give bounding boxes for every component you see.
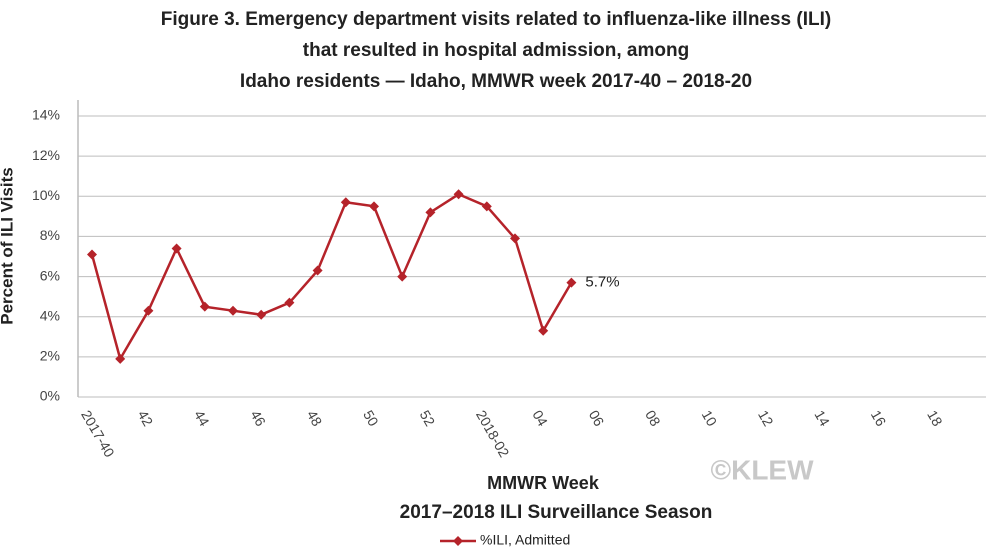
x-tick-label: 50 xyxy=(360,407,382,429)
x-axis-label: MMWR Week xyxy=(487,473,600,493)
y-tick-label: 12% xyxy=(32,147,60,163)
marker xyxy=(538,325,549,336)
x-tick-label: 04 xyxy=(529,407,551,429)
y-tick-label: 8% xyxy=(40,227,60,243)
x-tick-label: 46 xyxy=(247,407,269,429)
marker xyxy=(397,271,408,282)
chart-title: Idaho residents — Idaho, MMWR week 2017-… xyxy=(240,71,752,92)
y-tick-label: 6% xyxy=(40,267,60,283)
x-tick-label: 10 xyxy=(699,407,721,429)
marker xyxy=(87,249,97,260)
subtitle: 2017–2018 ILI Surveillance Season xyxy=(400,502,713,523)
marker xyxy=(510,233,520,244)
y-tick-label: 14% xyxy=(32,107,60,123)
x-tick-label: 06 xyxy=(586,407,608,429)
data-label: 5.7% xyxy=(585,274,619,291)
x-tick-label: 2017-40 xyxy=(78,407,118,460)
marker xyxy=(228,305,238,316)
x-tick-label: 08 xyxy=(642,407,664,429)
x-tick-label: 52 xyxy=(417,407,439,429)
marker xyxy=(340,197,351,208)
marker xyxy=(566,277,577,288)
marker xyxy=(284,297,295,308)
y-tick-label: 2% xyxy=(40,348,60,364)
legend-label: %ILI, Admitted xyxy=(480,532,570,548)
watermark: ©KLEW xyxy=(710,454,814,485)
series-line xyxy=(90,192,573,363)
x-tick-label: 2018-02 xyxy=(473,407,513,460)
x-tick-label: 16 xyxy=(868,407,890,429)
chart-title: that resulted in hospital admission, amo… xyxy=(303,40,689,61)
marker xyxy=(256,309,267,320)
y-axis-label: Percent of ILI Visits xyxy=(0,167,16,324)
y-tick-label: 10% xyxy=(32,187,60,203)
legend-marker xyxy=(453,536,463,546)
x-tick-label: 12 xyxy=(755,407,777,429)
marker xyxy=(369,201,379,212)
marker xyxy=(312,265,323,276)
x-tick-label: 42 xyxy=(135,407,157,429)
chart-title: Figure 3. Emergency department visits re… xyxy=(161,9,831,30)
y-tick-label: 0% xyxy=(40,388,60,404)
marker xyxy=(171,243,182,254)
marker xyxy=(453,189,464,200)
marker xyxy=(143,305,154,316)
x-tick-label: 48 xyxy=(304,407,326,429)
x-tick-label: 44 xyxy=(191,407,213,429)
marker xyxy=(199,301,210,312)
x-tick-label: 14 xyxy=(811,407,833,429)
marker xyxy=(115,353,126,364)
y-tick-label: 4% xyxy=(40,307,60,323)
x-tick-label: 18 xyxy=(924,407,946,429)
marker xyxy=(481,201,492,212)
marker xyxy=(425,207,436,218)
